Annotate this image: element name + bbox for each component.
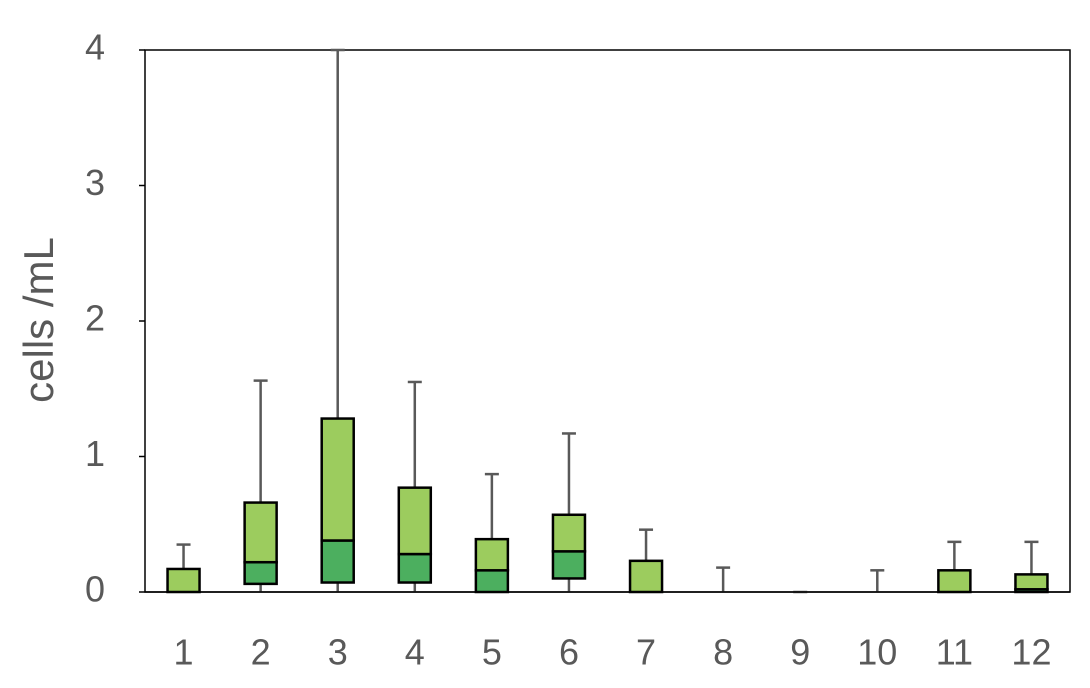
x-tick-label: 3	[328, 632, 348, 673]
x-tick-label: 11	[936, 632, 973, 673]
box-upper	[166, 567, 201, 594]
box-upper	[551, 513, 587, 553]
box-lower	[243, 560, 278, 586]
box-upper	[320, 417, 355, 542]
x-tick-label: 12	[1011, 632, 1051, 673]
x-tick-label: 6	[559, 632, 579, 673]
y-axis-label: cells /mL	[15, 237, 62, 403]
box-lower	[474, 569, 510, 594]
box-lower	[320, 539, 355, 584]
box-lower	[551, 550, 587, 580]
y-tick-label: 4	[85, 27, 105, 68]
x-tick-label: 1	[174, 632, 194, 673]
box-upper	[937, 569, 972, 594]
x-tick-label: 2	[251, 632, 271, 673]
y-tick-label: 0	[85, 569, 105, 610]
x-tick-label: 10	[857, 632, 897, 673]
box-upper	[397, 486, 433, 556]
box-upper	[1014, 573, 1049, 591]
x-tick-label: 9	[790, 632, 810, 673]
box-upper	[628, 559, 664, 594]
x-tick-label: 7	[636, 632, 656, 673]
x-tick-label: 5	[482, 632, 502, 673]
y-tick-label: 1	[85, 433, 105, 474]
plot-frame	[144, 49, 1071, 593]
y-tick-label: 2	[85, 298, 105, 339]
box-upper	[474, 537, 510, 572]
x-tick-label: 4	[405, 632, 425, 673]
y-tick-label: 3	[85, 162, 105, 203]
box-upper	[243, 501, 278, 564]
x-tick-label: 8	[713, 632, 733, 673]
box-lower	[397, 552, 433, 584]
